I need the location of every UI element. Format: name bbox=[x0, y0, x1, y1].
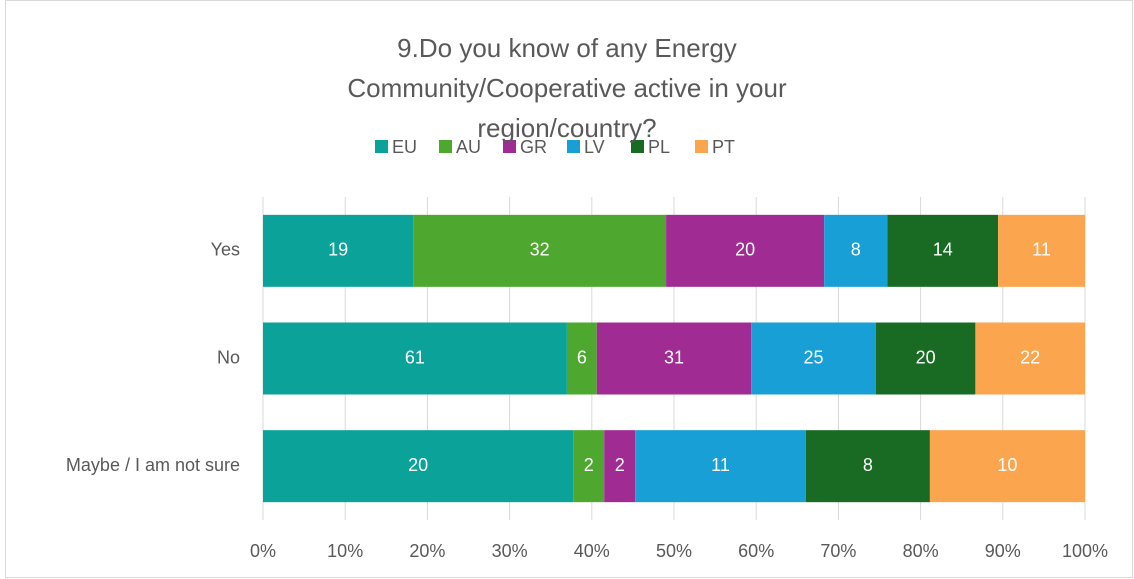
y-tick-label: No bbox=[217, 347, 240, 367]
legend-swatch bbox=[695, 140, 708, 153]
legend-label: PL bbox=[648, 137, 670, 157]
x-tick-label: 0% bbox=[250, 541, 276, 561]
data-label: 10 bbox=[997, 455, 1017, 475]
legend-swatch bbox=[375, 140, 388, 153]
x-tick-label: 50% bbox=[656, 541, 692, 561]
bar-segment bbox=[573, 430, 605, 503]
legend-label: EU bbox=[392, 137, 417, 157]
data-label: 11 bbox=[1032, 240, 1051, 260]
data-label: 2 bbox=[615, 455, 625, 475]
legend-label: LV bbox=[584, 137, 605, 157]
bar-segment bbox=[413, 214, 667, 287]
data-label: 20 bbox=[916, 347, 936, 367]
x-tick-label: 20% bbox=[409, 541, 445, 561]
legend-swatch bbox=[631, 140, 644, 153]
data-label: 20 bbox=[408, 455, 428, 475]
data-label: 11 bbox=[711, 455, 730, 475]
data-label: 31 bbox=[664, 347, 684, 367]
x-tick-label: 60% bbox=[738, 541, 774, 561]
bar-segment bbox=[263, 430, 574, 503]
data-label: 8 bbox=[863, 455, 873, 475]
data-label: 61 bbox=[405, 347, 425, 367]
legend-swatch bbox=[567, 140, 580, 153]
data-label: 19 bbox=[328, 240, 348, 260]
data-label: 8 bbox=[851, 240, 861, 260]
data-label: 22 bbox=[1020, 347, 1040, 367]
legend-label: PT bbox=[712, 137, 735, 157]
bar-segment bbox=[929, 430, 1085, 503]
bar-segment bbox=[875, 322, 976, 395]
data-label: 2 bbox=[584, 455, 594, 475]
y-tick-label: Yes bbox=[211, 240, 240, 260]
bar-segment bbox=[635, 430, 806, 503]
bar-segment bbox=[751, 322, 876, 395]
x-tick-label: 90% bbox=[985, 541, 1021, 561]
data-label: 25 bbox=[803, 347, 823, 367]
bar-segment bbox=[998, 214, 1085, 287]
bar-segment bbox=[887, 214, 999, 287]
legend-label: AU bbox=[456, 137, 481, 157]
data-label: 6 bbox=[577, 347, 587, 367]
bar-segment bbox=[666, 214, 825, 287]
x-tick-label: 100% bbox=[1062, 541, 1108, 561]
bar-segment bbox=[566, 322, 597, 395]
bar-segment bbox=[596, 322, 752, 395]
y-tick-label: Maybe / I am not sure bbox=[66, 455, 240, 475]
bar-segment bbox=[805, 430, 930, 503]
bar-segment bbox=[263, 322, 567, 395]
x-tick-label: 40% bbox=[574, 541, 610, 561]
bar-segment bbox=[263, 214, 414, 287]
data-label: 32 bbox=[530, 240, 550, 260]
data-label: 14 bbox=[933, 240, 953, 260]
x-tick-label: 30% bbox=[492, 541, 528, 561]
legend-label: GR bbox=[520, 137, 547, 157]
bar-segment bbox=[824, 214, 888, 287]
chart-border bbox=[5, 0, 1133, 578]
data-label: 20 bbox=[735, 240, 755, 260]
bar-segment bbox=[975, 322, 1085, 395]
bar-segment bbox=[604, 430, 636, 503]
x-tick-label: 70% bbox=[820, 541, 856, 561]
x-tick-label: 80% bbox=[903, 541, 939, 561]
x-tick-label: 10% bbox=[327, 541, 363, 561]
legend-swatch bbox=[503, 140, 516, 153]
legend-swatch bbox=[439, 140, 452, 153]
chart-title: 9.Do you know of any Energy Community/Co… bbox=[347, 33, 787, 143]
